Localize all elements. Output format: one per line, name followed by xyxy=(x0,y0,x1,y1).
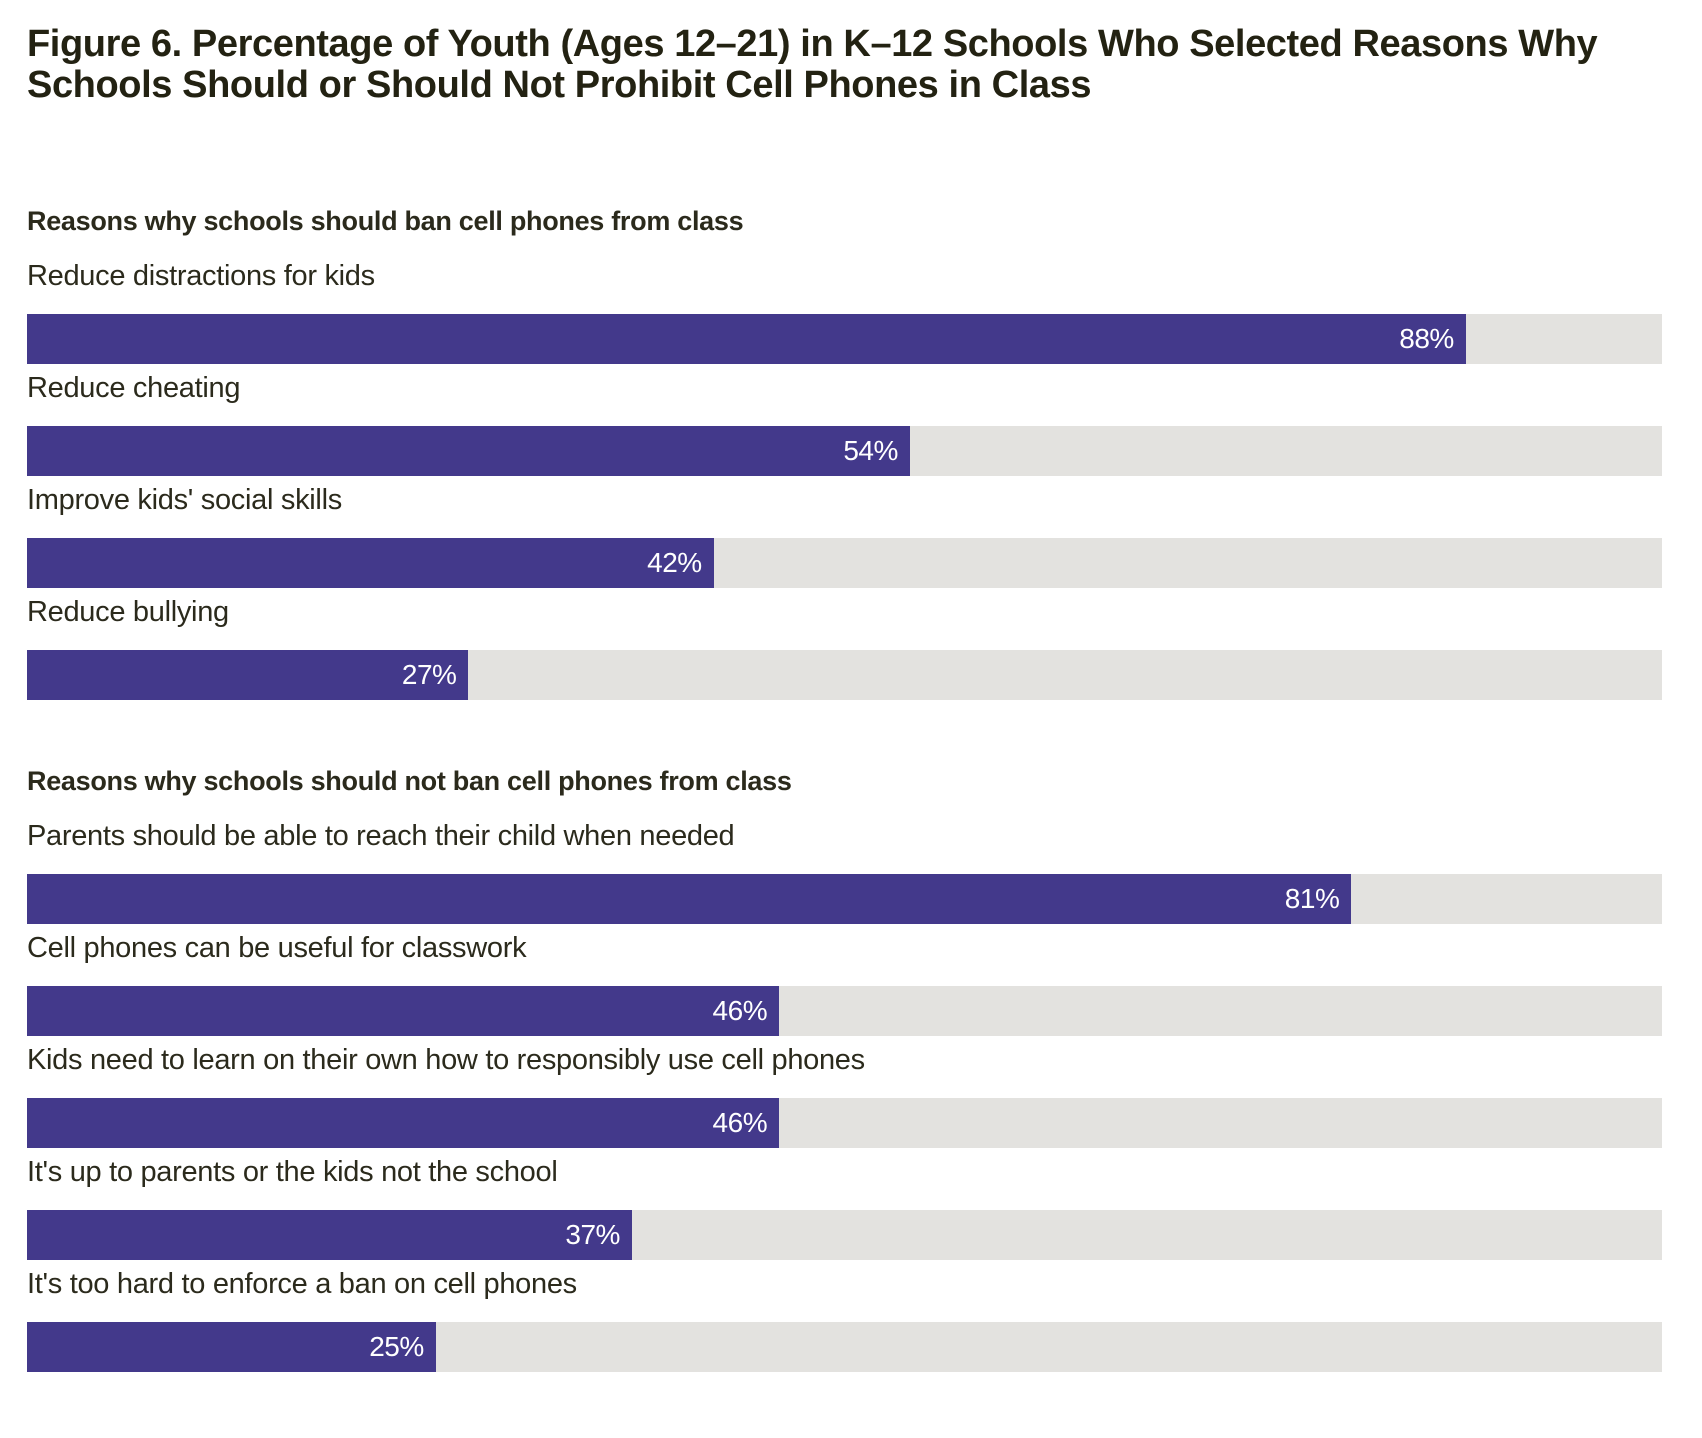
value-label: 25% xyxy=(369,1331,424,1362)
bar-track: 42% xyxy=(27,538,1662,588)
bar: 42% xyxy=(27,538,714,588)
group-heading: Reasons why schools should ban cell phon… xyxy=(27,206,744,236)
category-label: Improve kids' social skills xyxy=(27,484,342,516)
bar-track: 54% xyxy=(27,426,1662,476)
value-label: 46% xyxy=(712,1107,768,1138)
category-label: Kids need to learn on their own how to r… xyxy=(27,1044,865,1076)
bar: 37% xyxy=(27,1210,632,1260)
bar: 25% xyxy=(27,1322,436,1372)
value-label: 46% xyxy=(712,995,768,1026)
value-label: 37% xyxy=(565,1219,620,1250)
bar: 88% xyxy=(27,314,1466,364)
value-label: 81% xyxy=(1284,883,1340,914)
bar: 54% xyxy=(27,426,910,476)
bar: 27% xyxy=(27,650,469,700)
bar: 46% xyxy=(27,986,780,1036)
bar-track: 81% xyxy=(27,874,1662,924)
category-label: It's up to parents or the kids not the s… xyxy=(27,1156,558,1188)
bar-track: 37% xyxy=(27,1210,1662,1260)
category-label: Parents should be able to reach their ch… xyxy=(27,820,735,852)
value-label: 88% xyxy=(1399,323,1454,354)
value-label: 27% xyxy=(401,659,457,690)
chart-title: Figure 6. Percentage of Youth (Ages 12–2… xyxy=(27,23,1598,106)
value-label: 54% xyxy=(843,435,898,466)
bar: 46% xyxy=(27,1098,780,1148)
category-label: It's too hard to enforce a ban on cell p… xyxy=(27,1268,577,1300)
bar-track: 25% xyxy=(27,1322,1662,1372)
category-label: Reduce bullying xyxy=(27,596,229,628)
group-heading: Reasons why schools should not ban cell … xyxy=(27,766,792,796)
category-label: Reduce cheating xyxy=(27,372,241,404)
bar-track: 27% xyxy=(27,650,1662,700)
bar: 81% xyxy=(27,874,1352,924)
category-label: Reduce distractions for kids xyxy=(27,260,375,292)
bar-track: 46% xyxy=(27,986,1662,1036)
value-label: 42% xyxy=(647,547,702,578)
bar-track: 46% xyxy=(27,1098,1662,1148)
category-label: Cell phones can be useful for classwork xyxy=(27,932,527,964)
bar-track: 88% xyxy=(27,314,1662,364)
